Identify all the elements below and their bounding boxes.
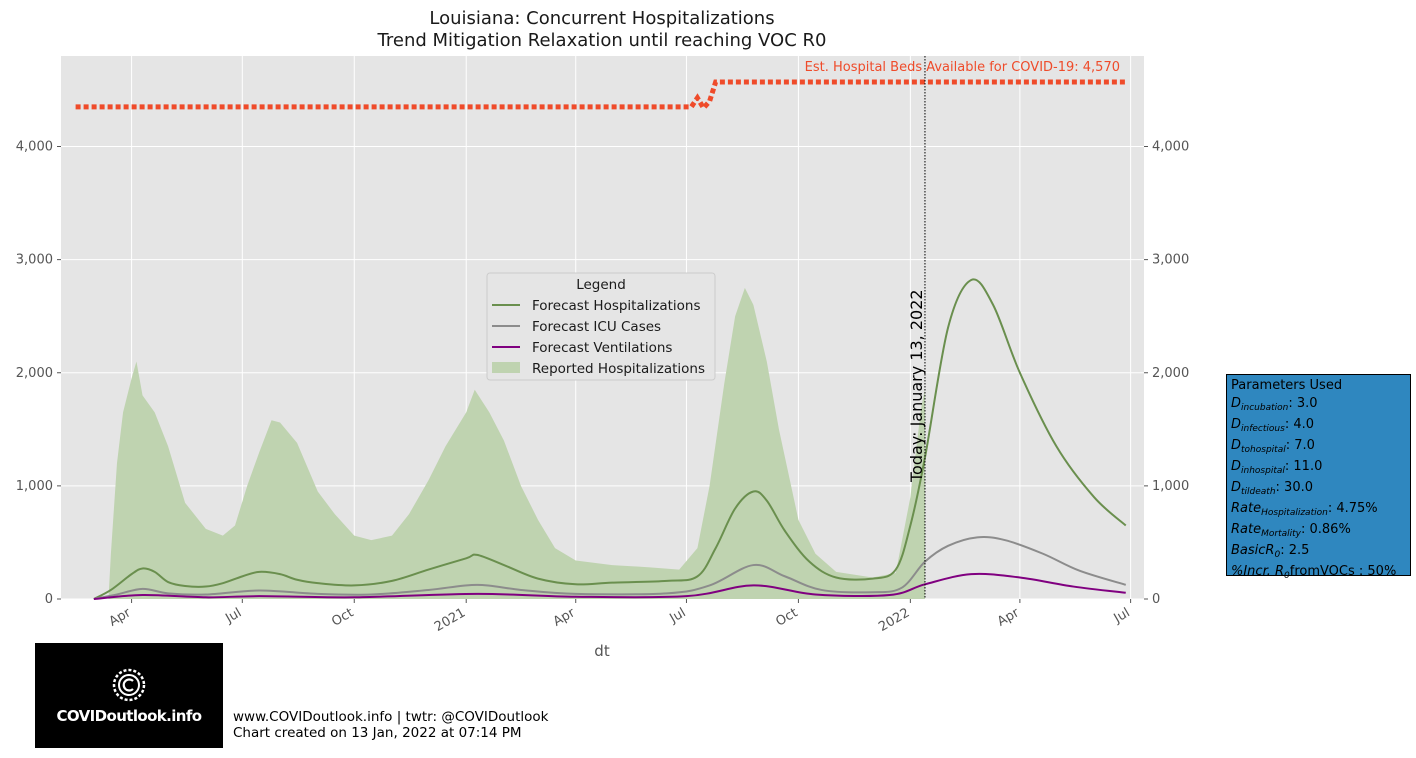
x-tick-label: Oct bbox=[773, 605, 800, 629]
y-tick-label-right: 3,000 bbox=[1152, 253, 1189, 268]
parameter-row: RateHospitalization: 4.75% bbox=[1231, 499, 1406, 520]
parameter-subscript: Hospitalization bbox=[1261, 508, 1328, 518]
parameter-name: Rate bbox=[1231, 501, 1262, 516]
forecast-lines bbox=[93, 278, 1127, 600]
x-tick-label: Apr bbox=[995, 605, 1023, 630]
parameter-row: Dincubation: 3.0 bbox=[1231, 394, 1406, 415]
x-tick-label: 2021 bbox=[432, 605, 468, 635]
chart-subtitle: Trend Mitigation Relaxation until reachi… bbox=[377, 30, 827, 51]
parameter-value: fromVOCs : 50% bbox=[1289, 564, 1397, 579]
parameter-value: : 30.0 bbox=[1275, 480, 1314, 495]
legend-swatch bbox=[492, 362, 520, 373]
beds-dotted-line bbox=[75, 79, 1126, 113]
parameter-name: D bbox=[1231, 396, 1242, 411]
parameter-value: : 3.0 bbox=[1288, 396, 1318, 411]
parameters-title: Parameters Used bbox=[1231, 378, 1343, 393]
footer-links: www.COVIDoutlook.info | twtr: @COVIDoutl… bbox=[233, 709, 549, 725]
legend-entry-reported-hospitalizations: Reported Hospitalizations bbox=[532, 361, 705, 377]
parameter-subscript: tildeath bbox=[1241, 487, 1276, 497]
parameter-value: : 4.75% bbox=[1327, 501, 1378, 516]
x-tick-label: Jul bbox=[667, 605, 689, 626]
parameter-value: : 0.86% bbox=[1300, 522, 1351, 537]
beds-label: Est. Hospital Beds Available for COVID-1… bbox=[805, 60, 1120, 75]
parameter-name: D bbox=[1231, 438, 1242, 453]
y-tick-label-right: 2,000 bbox=[1152, 366, 1189, 381]
parameter-subscript: tohospital bbox=[1241, 445, 1286, 455]
legend: Legend Forecast Hospitalizations Forecast … bbox=[486, 272, 716, 381]
reported-hospitalizations-fill bbox=[108, 287, 925, 599]
parameter-name: D bbox=[1231, 480, 1242, 495]
parameter-subscript: 0 bbox=[1284, 571, 1290, 581]
parameter-value: : 2.5 bbox=[1280, 543, 1310, 558]
chart-title: Louisiana: Concurrent Hospitalizations bbox=[429, 8, 774, 29]
axis-ticks: 0 0 1,000 1,000 2,000 2,000 3,000 3,000 4,000 4,0… bbox=[16, 140, 1189, 636]
today-label: Today: January 13, 2022 bbox=[907, 289, 926, 483]
parameter-row: Dinfectious: 4.0 bbox=[1231, 415, 1406, 436]
parameter-subscript: 0 bbox=[1274, 550, 1281, 560]
forecast-ventilations-line bbox=[93, 572, 1126, 600]
parameter-value: : 11.0 bbox=[1284, 459, 1323, 474]
x-tick-label: 2022 bbox=[876, 605, 912, 635]
parameter-subscript: incubation bbox=[1241, 403, 1289, 413]
y-tick-label-left: 2,000 bbox=[16, 366, 53, 381]
logo-text: COVIDoutlook.info bbox=[56, 707, 202, 725]
legend-entry-forecast-hospitalizations: Forecast Hospitalizations bbox=[532, 298, 701, 314]
parameter-name: D bbox=[1231, 459, 1242, 474]
y-tick-label-right: 1,000 bbox=[1152, 479, 1189, 494]
footer-created: Chart created on 13 Jan, 2022 at 07:14 P… bbox=[233, 725, 522, 741]
parameter-name: D bbox=[1231, 417, 1242, 432]
y-tick-label-left: 4,000 bbox=[16, 140, 53, 155]
forecast-hospitalizations-line bbox=[93, 278, 1127, 600]
parameter-value: : 4.0 bbox=[1284, 417, 1314, 432]
y-tick-label-left: 3,000 bbox=[16, 253, 53, 268]
logo: COVIDoutlook.info bbox=[35, 643, 223, 748]
legend-title: Legend bbox=[576, 277, 626, 293]
parameter-name: BasicR bbox=[1231, 543, 1275, 558]
parameter-subscript: infectious bbox=[1241, 424, 1285, 434]
x-tick-label: Jul bbox=[1111, 605, 1133, 626]
reported-hospitalizations-area bbox=[108, 287, 925, 599]
beds-line: Est. Hospital Beds Available for COVID-1… bbox=[75, 60, 1126, 113]
legend-entry-forecast-ventilations: Forecast Ventilations bbox=[532, 340, 672, 356]
parameter-row: RateMortality: 0.86% bbox=[1231, 520, 1406, 541]
grid bbox=[61, 56, 1144, 600]
x-tick-label: Oct bbox=[329, 605, 356, 629]
footer: www.COVIDoutlook.info | twtr: @COVIDoutl… bbox=[233, 709, 548, 741]
parameter-name: %Incr. R bbox=[1231, 564, 1285, 579]
y-tick-label-left: 0 bbox=[45, 592, 53, 607]
today-marker: Today: January 13, 2022 bbox=[907, 56, 926, 599]
forecast-icu-line bbox=[93, 536, 1127, 600]
x-axis-label: dt bbox=[594, 642, 610, 660]
parameter-row: Dtohospital: 7.0 bbox=[1231, 436, 1406, 457]
legend-entry-forecast-icu: Forecast ICU Cases bbox=[532, 319, 661, 335]
parameter-row: Dinhospital: 11.0 bbox=[1231, 457, 1406, 478]
parameter-name: Rate bbox=[1231, 522, 1262, 537]
parameter-row: BasicR0: 2.5 bbox=[1231, 541, 1406, 562]
parameters-box: Parameters Used Dincubation: 3.0 Dinfecti… bbox=[1226, 374, 1411, 581]
y-tick-label-left: 1,000 bbox=[16, 479, 53, 494]
x-tick-label: Jul bbox=[222, 605, 244, 626]
legend-box bbox=[486, 272, 716, 381]
x-tick-label: Apr bbox=[107, 605, 135, 630]
parameter-subscript: Mortality bbox=[1261, 529, 1301, 539]
parameter-subscript: inhospital bbox=[1241, 466, 1285, 476]
parameter-row: %Incr. R0fromVOCs : 50% bbox=[1231, 562, 1406, 583]
virus-logo-icon bbox=[112, 668, 146, 702]
parameters-list: Dincubation: 3.0 Dinfectious: 4.0 Dtohospi… bbox=[1231, 394, 1406, 583]
parameter-value: : 7.0 bbox=[1285, 438, 1315, 453]
y-tick-label-right: 0 bbox=[1152, 592, 1160, 607]
y-tick-label-right: 4,000 bbox=[1152, 140, 1189, 155]
parameter-row: Dtildeath: 30.0 bbox=[1231, 478, 1406, 499]
x-tick-label: Apr bbox=[551, 605, 579, 630]
